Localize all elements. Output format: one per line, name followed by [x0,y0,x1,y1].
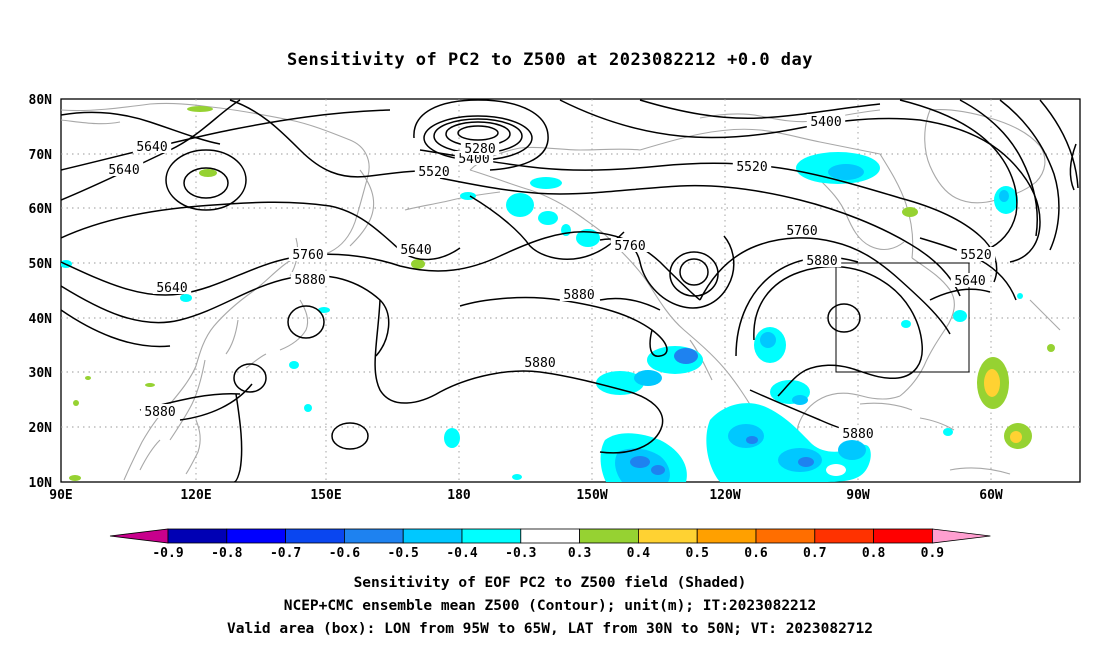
colorbar-segment [461,528,522,544]
lon-axis-labels: 90E 120E 150E 180 150W 120W 90W 60W [49,488,1003,503]
contour-label: 5400 [458,152,489,167]
lat-label: 40N [29,312,53,327]
sensitivity-shading [61,106,1055,482]
colorbar-segment [755,528,816,544]
colorbar-label: -0.5 [388,546,419,561]
contour-label: 5280 [464,142,495,157]
contour-label: 5880 [294,273,325,288]
contour-label-bg [610,238,650,252]
lon-label: 150E [310,488,341,503]
colorbar-labels: -0.9 -0.8 -0.7 -0.6 -0.5 -0.4 -0.3 0.3 0.4 0.5 0.6… [152,546,944,561]
colorbar-label: 0.6 [744,546,768,561]
lon-label: 120W [709,488,740,503]
colorbar-segment [873,528,933,544]
map-title: Sensitivity of PC2 to Z500 at 2023082212… [286,50,813,70]
colorbar-segment [402,528,463,544]
colorbar-label: -0.4 [446,546,477,561]
contour-label: 5640 [136,140,167,155]
lat-label: 60N [29,202,53,217]
caption-valid-area: Valid area (box): LON from 95W to 65W, L… [226,621,873,637]
contour-label: 5880 [806,254,837,269]
contour-label: 5760 [292,248,323,263]
contour-label-bg [950,273,990,287]
caption-contour: NCEP+CMC ensemble mean Z500 (Contour); u… [283,598,817,614]
contour-label: 5880 [144,405,175,420]
colorbar-label: -0.6 [329,546,360,561]
colorbar-label: -0.8 [211,546,242,561]
lat-label: 30N [29,366,53,381]
colorbar-label: 0.7 [803,546,826,561]
colorbar-label: -0.9 [152,546,183,561]
valid-area-box [835,262,970,373]
contour-label-bg [520,355,560,369]
colorbar-segment [696,528,757,544]
contour-label: 5880 [524,356,555,371]
contour-label: 5400 [810,115,841,130]
contour-label-bg [140,404,180,418]
contour-label-bg [559,287,599,301]
contour-label-bg [288,247,328,261]
contour-label-bg [152,280,192,294]
lat-label: 20N [29,421,53,436]
contour-label-bg [782,223,822,237]
contour-label: 5520 [418,165,449,180]
colorbar-label: -0.7 [270,546,301,561]
colorbar-segment [167,528,228,544]
colorbar-segment [226,528,287,544]
lat-label: 10N [29,476,53,491]
lon-label: 120E [180,488,211,503]
contour-label: 5760 [614,239,645,254]
contour-label-bg [132,139,172,153]
contour-label-bg [732,159,772,173]
lat-label: 80N [29,93,53,108]
colorbar-label: -0.3 [505,546,536,561]
colorbar-label: 0.9 [921,546,944,561]
colorbar-label: 0.5 [685,546,708,561]
contour-label: 5640 [156,281,187,296]
contour-label-bg [104,162,144,176]
colorbar-left-arrow [109,528,169,544]
colorbar-segment [285,528,345,544]
contour-label: 5880 [842,427,873,442]
lat-axis-labels: 80N 70N 60N 50N 40N 30N 20N 10N [29,93,53,491]
contour-label-bg [290,272,330,286]
contour-label: 5760 [786,224,817,239]
caption-shading: Sensitivity of EOF PC2 to Z500 field (Sh… [353,575,747,591]
lon-label: 90E [49,488,72,503]
colorbar-segment [520,528,580,544]
contour-label-bg [838,426,878,440]
contour-label-bg [956,247,996,261]
colorbar-segment [638,528,698,544]
contour-label: 5520 [960,248,991,263]
colorbar-label: 0.4 [627,546,651,561]
contour-label-bg [806,114,846,128]
contour-label-bg [460,141,500,155]
lon-label: 150W [576,488,607,503]
colorbar-segment [579,528,639,544]
colorbar-label: 0.8 [862,546,886,561]
lat-label: 70N [29,148,53,163]
contour-label: 5640 [108,163,139,178]
contour-label: 5520 [736,160,767,175]
colorbar-segment [814,528,874,544]
lon-label: 90W [846,488,870,503]
contour-label: 5640 [954,274,985,289]
lon-label: 180 [447,488,471,503]
contour-label-bg [414,164,454,178]
colorbar-right-arrow [932,528,991,544]
lat-label: 50N [29,257,53,272]
contour-label: 5880 [563,288,594,303]
colorbar [109,528,991,544]
contour-label-bg [802,253,842,267]
colorbar-label: 0.3 [568,546,591,561]
contour-label: 5640 [400,243,431,258]
colorbar-segment [343,528,404,544]
lon-label: 60W [979,488,1003,503]
contour-label-bg [396,242,436,256]
